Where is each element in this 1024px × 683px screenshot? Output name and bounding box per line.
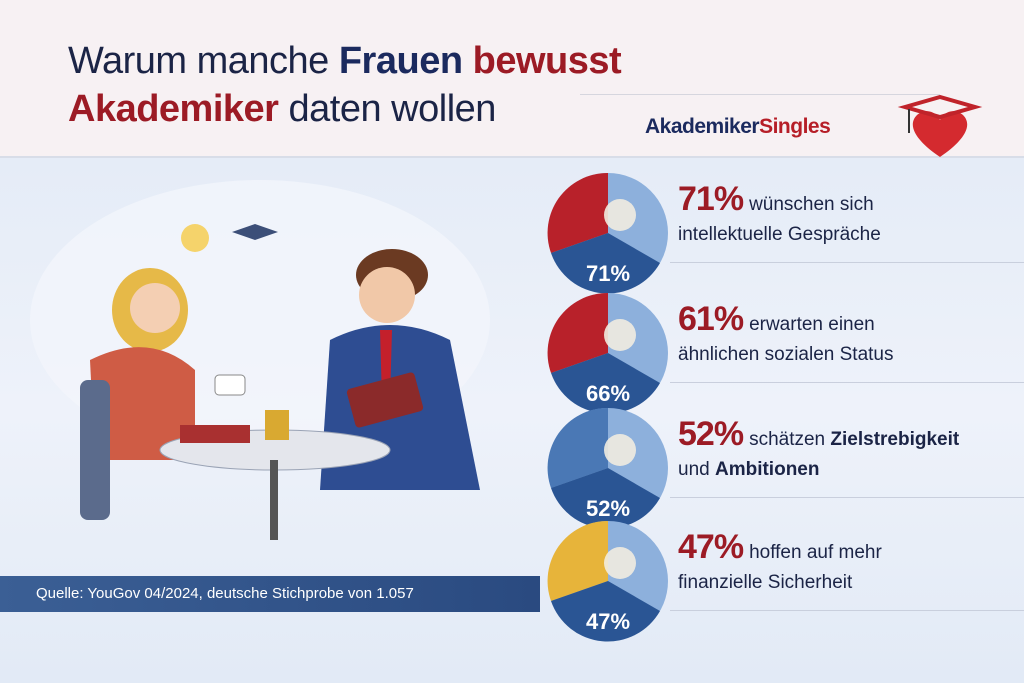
stat-row: 52% 52% schätzen Zielstrebigkeit und Ambit… [545,405,1024,529]
stat-text: 71% wünschen sich intellektuelle Gespräche [678,180,881,245]
shield-heart-icon [604,547,636,579]
divider [670,497,1024,498]
divider [670,610,1024,611]
lightbulb-icon [604,199,636,231]
pie-slice-accent [547,407,608,488]
divider [580,94,940,95]
illustration-couple-date [30,180,490,540]
stat-row: 47% 47% hoffen auf mehr finanzielle Sicher… [545,518,1024,642]
stopwatch-gears-icon [604,434,636,466]
header: Warum manche Frauen bewusst Akademiker d… [0,0,1024,158]
cafe-table [159,374,391,540]
pie-slice-accent [547,172,608,253]
stat-pie: 71% [547,172,668,294]
graduation-cap-icon [232,224,278,240]
stat-percent: 71% [678,180,744,218]
logo: AkademikerSingles [645,115,831,138]
title-line-1: Warum manche Frauen bewusst [68,40,622,82]
stat-text: 61% erwarten einen ähnlichen sozialen Stat… [678,300,894,365]
stat-row: 66% 61% erwarten einen ähnlichen sozialen … [545,290,1024,414]
stat-percent: 47% [678,528,744,566]
stat-pie: 66% [547,292,668,414]
pie-slice-dark [551,581,660,642]
pie-slice-dark [551,468,660,529]
stat-pie: 52% [547,407,668,529]
pie-label: 47% [586,609,630,634]
stat-percent: 61% [678,300,744,338]
graduation-cap-heart-icon [897,95,983,157]
divider [670,382,1024,383]
stat-pie: 47% [547,520,668,642]
pie-slice-dark [551,353,660,414]
woman-figure [80,268,195,520]
stat-text: 47% hoffen auf mehr finanzielle Sicherheit [678,528,882,593]
briefcase-chart-icon [604,319,636,351]
pie-label: 52% [586,496,630,521]
pie-label: 71% [586,261,630,286]
stat-percent: 52% [678,415,744,453]
source-note: Quelle: YouGov 04/2024, deutsche Stichpr… [0,576,540,612]
pie-slice-accent [547,292,608,373]
stat-row: 71% 71% wünschen sich intellektuelle Gespr… [545,170,1024,294]
lightbulb-icon [181,224,209,252]
divider [670,262,1024,263]
pie-slice-dark [551,233,660,294]
title-line-2: Akademiker daten wollen [68,88,496,130]
stat-text: 52% schätzen Zielstrebigkeit und Ambitione… [678,415,960,480]
pie-label: 66% [586,381,630,406]
pie-slice-accent [547,520,608,601]
